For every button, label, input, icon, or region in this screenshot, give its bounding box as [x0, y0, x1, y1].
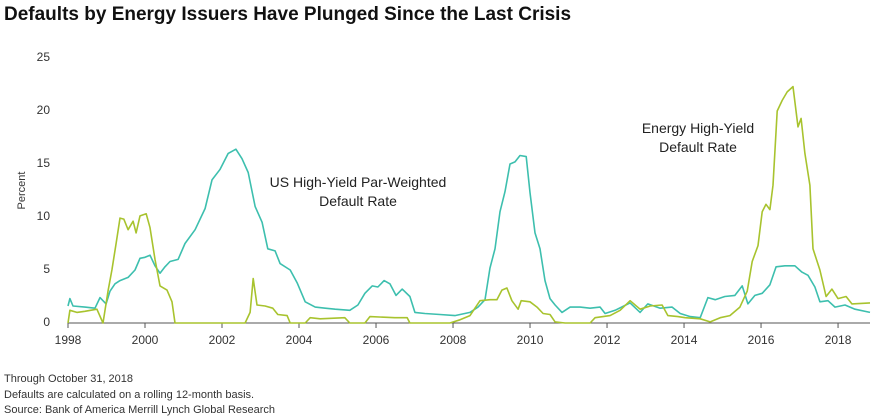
x-tick-label: 2012 — [594, 333, 621, 347]
footnote: Source: Bank of America Merrill Lynch Gl… — [4, 404, 276, 416]
series-line — [67, 85, 871, 324]
x-tick-label: 2004 — [286, 333, 313, 347]
footnote: Defaults are calculated on a rolling 12-… — [4, 389, 255, 401]
x-tick-label: 2008 — [440, 333, 467, 347]
y-tick-label: 25 — [37, 50, 51, 64]
footnote: Through October 31, 2018 — [4, 373, 134, 385]
series-label: Energy High-Yield Default Rate — [641, 120, 755, 155]
x-tick-label: 2002 — [209, 333, 236, 347]
y-tick-label: 20 — [37, 103, 51, 117]
y-tick-label: 15 — [37, 156, 51, 170]
x-tick-label: 2000 — [132, 333, 159, 347]
y-tick-label: 5 — [43, 262, 50, 276]
x-tick-label: 2010 — [517, 333, 544, 347]
y-tick-label: 0 — [43, 315, 50, 329]
y-tick-label: 10 — [37, 209, 51, 223]
x-tick-label: 2016 — [748, 333, 775, 347]
chart-title: Defaults by Energy Issuers Have Plunged … — [4, 4, 572, 25]
series-line — [67, 148, 871, 319]
series-label: US High-Yield Par-Weighted Default Rate — [269, 174, 447, 209]
x-tick-label: 2006 — [363, 333, 390, 347]
y-axis-label: Percent — [16, 172, 28, 210]
x-tick-label: 2018 — [825, 333, 852, 347]
x-tick-label: 2014 — [671, 333, 698, 347]
x-tick-label: 1998 — [55, 333, 82, 347]
